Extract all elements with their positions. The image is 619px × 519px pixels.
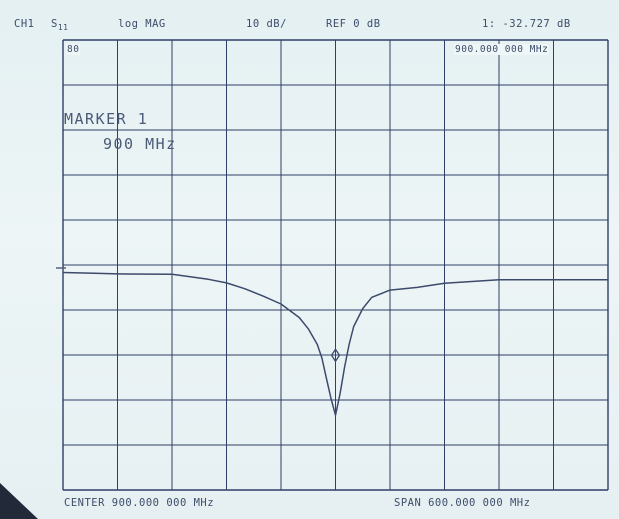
channel-label: CH1 <box>14 18 35 30</box>
format-label: log MAG <box>118 18 166 30</box>
marker-readout: 1: -32.727 dB <box>482 18 571 30</box>
s-parameter-main: S <box>51 18 58 30</box>
scale-label: 10 dB/ <box>246 18 287 30</box>
s11-trace <box>62 271 608 416</box>
marker-title: MARKER 1 <box>64 110 149 128</box>
grid-corner-left-label: 80 <box>66 44 81 55</box>
s-parameter-subscript: 11 <box>57 23 69 32</box>
span-frequency-label: SPAN 600.000 000 MHz <box>394 497 531 509</box>
plot-grid <box>62 39 609 491</box>
stop-frequency-label: 900.000 000 MHz <box>454 44 550 55</box>
center-frequency-label: CENTER 900.000 000 MHz <box>64 497 215 509</box>
marker-diamond <box>330 348 341 363</box>
s-parameter-label: S11 <box>51 18 68 32</box>
bezel-corner <box>0 483 38 519</box>
marker-frequency: 900 MHz <box>103 135 177 153</box>
marker-symbol <box>330 348 341 363</box>
reference-label: REF 0 dB <box>326 18 381 30</box>
